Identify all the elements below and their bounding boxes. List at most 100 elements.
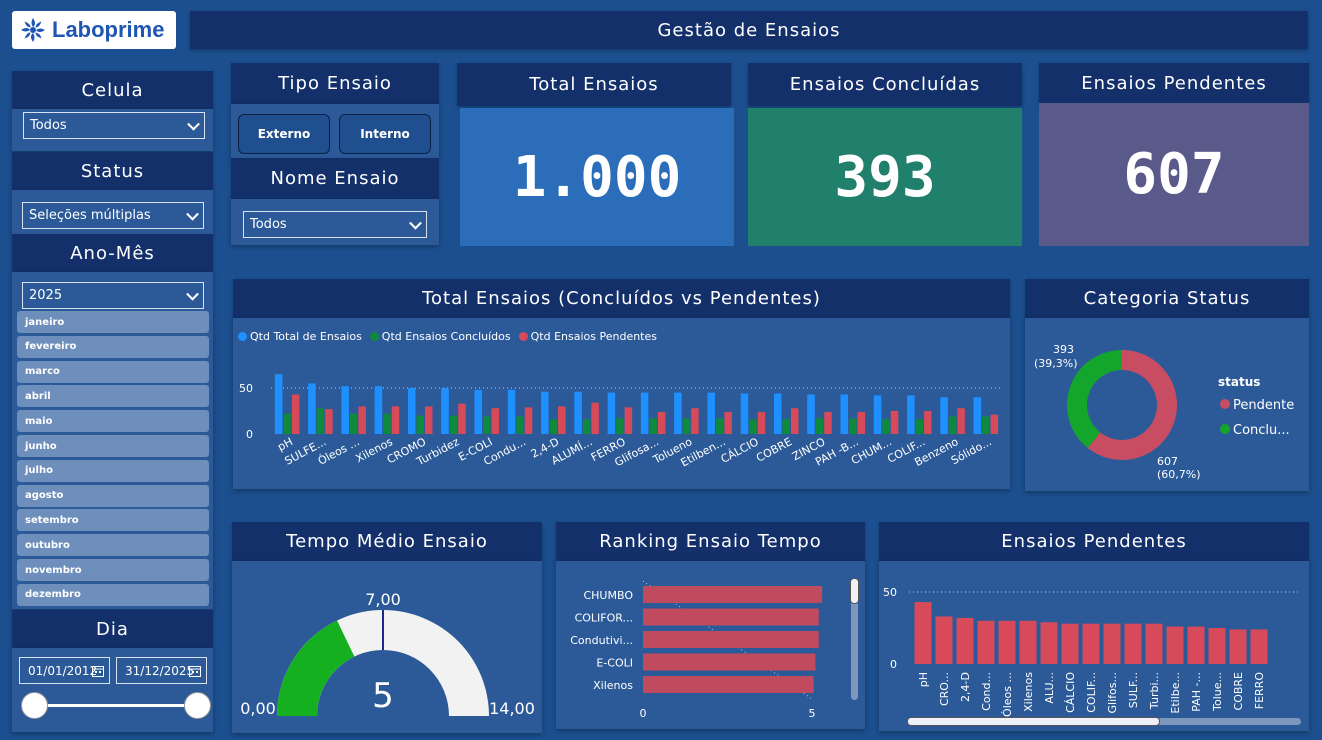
ranking-scrollbar-thumb[interactable] xyxy=(850,578,859,604)
x-tick-label: Turbi... xyxy=(1148,672,1161,710)
bar xyxy=(940,397,948,434)
bar xyxy=(582,419,591,434)
month-item-junho[interactable]: junho xyxy=(17,435,209,457)
month-item-fevereiro[interactable]: fevereiro xyxy=(17,335,209,358)
bar xyxy=(316,408,325,434)
bar xyxy=(990,414,999,434)
donut-slice xyxy=(1067,350,1123,449)
x-tick-label: Tolue... xyxy=(1211,672,1224,712)
tipo-ensaio-label: Tipo Ensaio xyxy=(231,63,439,104)
kpi-total-label: Total Ensaios xyxy=(457,63,731,106)
legend-item-concluidos: Qtd Ensaios Concluídos xyxy=(369,330,511,343)
month-item-marco[interactable]: marco xyxy=(17,360,209,383)
y-tick-label: E-COLI xyxy=(596,657,633,670)
y-tick-label: COLIFOR... xyxy=(575,612,633,625)
legend-dot xyxy=(518,332,528,341)
date-end-input[interactable]: 31/12/2025 xyxy=(116,657,207,684)
data-label: (39,3%) xyxy=(1034,357,1078,370)
ano-mes-label: Ano-Mês xyxy=(12,234,213,272)
x-tick-label: 5 xyxy=(809,707,816,720)
kpi-total-value: 1.000 xyxy=(460,108,734,246)
chart-legend: Qtd Total de Ensaios Qtd Ensaios Concluí… xyxy=(238,330,657,343)
tipo-externo-button[interactable]: Externo xyxy=(238,114,330,154)
x-tick-label: pH xyxy=(275,435,295,454)
bar xyxy=(541,391,549,434)
bar xyxy=(358,406,366,434)
nome-ensaio-dropdown[interactable]: Todos xyxy=(243,211,427,238)
bar xyxy=(948,416,957,434)
status-dropdown[interactable]: Seleções múltiplas xyxy=(22,202,204,229)
bar xyxy=(907,395,915,434)
ano-mes-dropdown-value: 2025 xyxy=(29,288,63,303)
laboprime-logo-icon xyxy=(21,18,45,42)
bar xyxy=(1145,623,1163,664)
date-range-track xyxy=(34,704,198,707)
bar xyxy=(773,393,782,434)
bar xyxy=(374,386,383,434)
date-range-end-handle[interactable] xyxy=(184,692,211,719)
bar xyxy=(815,418,824,434)
gauge-chart: 7,00 5 0,00 14,00 xyxy=(240,590,535,718)
bar xyxy=(558,406,566,434)
bar xyxy=(607,392,616,434)
legend-label: Pendente xyxy=(1233,398,1294,413)
x-tick-label: 0 xyxy=(640,707,647,720)
bar xyxy=(524,407,533,434)
month-item-novembro[interactable]: novembro xyxy=(17,559,209,581)
month-item-outubro[interactable]: outubro xyxy=(17,534,209,557)
bar xyxy=(682,418,691,434)
bar xyxy=(291,394,300,434)
month-item-maio[interactable]: maio xyxy=(17,410,209,433)
bar xyxy=(325,409,333,434)
month-item-abril[interactable]: abril xyxy=(17,385,209,408)
ranking-scrollbar[interactable] xyxy=(851,578,858,700)
celula-dropdown[interactable]: Todos xyxy=(23,112,205,139)
bar xyxy=(643,608,819,626)
bar xyxy=(914,602,932,664)
bar xyxy=(643,631,819,648)
bar xyxy=(341,386,349,434)
gauge-target-label: 7,00 xyxy=(365,590,401,609)
bar xyxy=(643,653,816,671)
bar xyxy=(441,388,449,434)
date-range-start-handle[interactable] xyxy=(21,692,48,719)
y-tick-label: 0 xyxy=(890,658,897,671)
legend-label: Qtd Total de Ensaios xyxy=(250,330,362,343)
bar xyxy=(790,408,799,434)
gauge-value: 5 xyxy=(372,676,394,716)
ranking-bar-chart: CHUMBO COLIFOR... Condutivi... E-COLI Xileno… xyxy=(570,580,823,720)
bar xyxy=(424,406,433,434)
bar xyxy=(349,413,358,434)
ano-mes-dropdown[interactable]: 2025 xyxy=(22,282,204,309)
kpi-concluidas-value: 393 xyxy=(748,108,1022,246)
month-item-dezembro[interactable]: dezembro xyxy=(17,583,209,606)
month-item-agosto[interactable]: agosto xyxy=(17,484,209,507)
legend-item-total: Qtd Total de Ensaios xyxy=(238,330,362,343)
kpi-pendentes-value: 607 xyxy=(1039,103,1309,246)
bar xyxy=(507,389,516,434)
bar xyxy=(491,408,500,434)
chart-total-ensaios-title: Total Ensaios (Concluídos vs Pendentes) xyxy=(233,279,1010,318)
calendar-icon xyxy=(92,666,104,677)
bar xyxy=(849,418,857,434)
x-tick-label: COBRE xyxy=(754,435,794,465)
y-tick-label: Condutivi... xyxy=(570,634,633,647)
kpi-pendentes-label: Ensaios Pendentes xyxy=(1039,63,1309,103)
month-item-janeiro[interactable]: janeiro xyxy=(17,311,209,333)
x-tick-label: Glifos... xyxy=(1106,672,1119,713)
x-tick-label: pH xyxy=(917,672,930,687)
bar xyxy=(616,418,624,434)
chevron-down-icon xyxy=(186,207,199,221)
bar xyxy=(824,411,832,434)
month-item-julho[interactable]: julho xyxy=(17,459,209,482)
x-tick-label: CÁLCIO xyxy=(719,435,762,466)
bar xyxy=(657,411,666,434)
gauge-fill xyxy=(277,620,355,716)
bar xyxy=(890,411,899,434)
nome-ensaio-dropdown-value: Todos xyxy=(250,217,287,232)
tipo-interno-button[interactable]: Interno xyxy=(339,114,431,154)
month-item-setembro[interactable]: setembro xyxy=(17,509,209,532)
pendentes-scrollbar-thumb[interactable] xyxy=(907,717,1160,726)
date-start-input[interactable]: 01/01/2012 xyxy=(19,657,110,684)
bar xyxy=(782,419,790,434)
